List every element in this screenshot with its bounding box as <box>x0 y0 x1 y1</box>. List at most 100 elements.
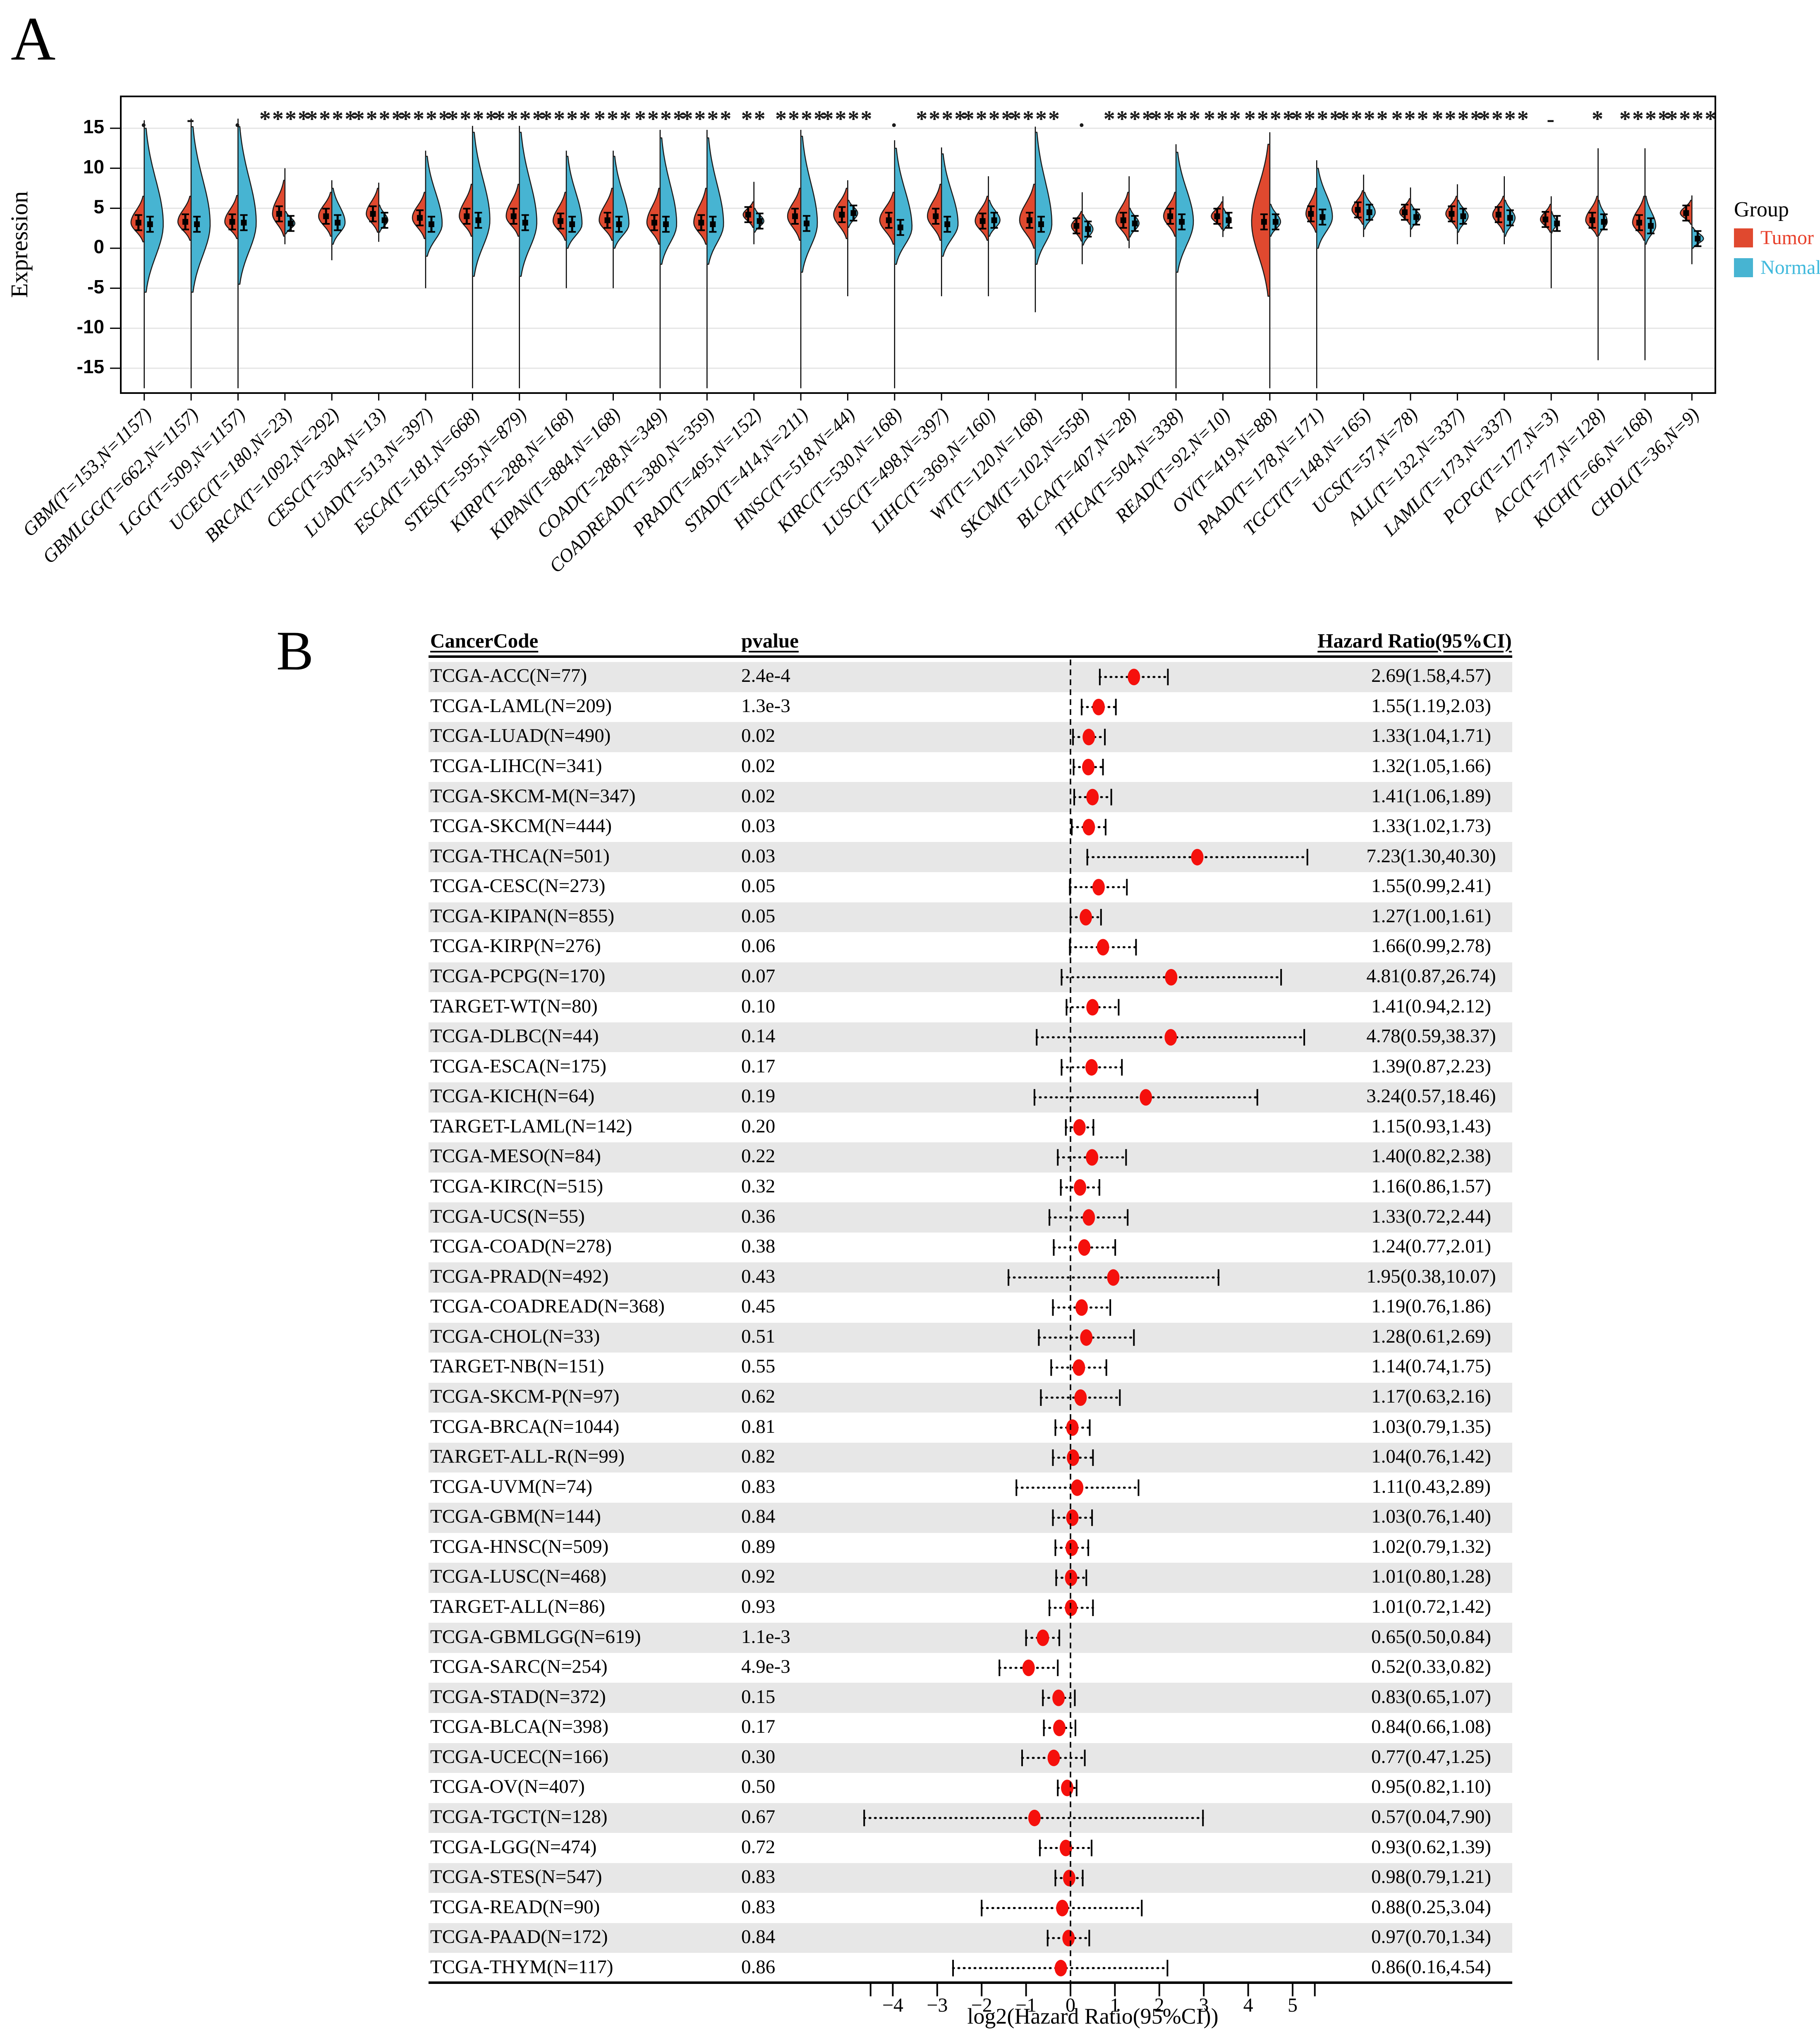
hazard-ratio-cell: 1.66(0.99,2.78) <box>1371 935 1491 957</box>
normal-violin <box>1316 168 1333 249</box>
y-tick-label: 0 <box>93 236 104 257</box>
significance-mark: **** <box>963 106 1014 132</box>
pvalue-cell: 0.14 <box>741 1025 776 1047</box>
normal-violin <box>1175 151 1194 273</box>
hazard-ratio-point <box>1074 1389 1087 1406</box>
significance-mark: **** <box>1666 106 1717 132</box>
hazard-ratio-cell: 4.81(0.87,26.74) <box>1366 965 1496 987</box>
hazard-ratio-point <box>1164 1029 1177 1046</box>
hazard-ratio-cell: 0.65(0.50,0.84) <box>1371 1626 1491 1648</box>
y-axis-title: Expression <box>6 191 33 298</box>
hazard-ratio-cell: 1.41(0.94,2.12) <box>1371 995 1491 1017</box>
significance-mark: **** <box>447 106 498 132</box>
cancer-code-cell: TCGA-PRAD(N=492) <box>430 1265 609 1287</box>
cancer-code-cell: TARGET-WT(N=80) <box>430 995 598 1017</box>
significance-mark: **** <box>1010 106 1061 132</box>
hazard-ratio-cell: 0.97(0.70,1.34) <box>1371 1926 1491 1948</box>
significance-mark: **** <box>259 106 311 132</box>
significance-mark: **** <box>1479 106 1530 132</box>
cancer-code-cell: TCGA-PCPG(N=170) <box>430 965 606 987</box>
forest-ci-bar <box>1051 1299 1111 1316</box>
pvalue-cell: 0.02 <box>741 725 776 747</box>
forest-ci-bar <box>1042 1689 1076 1706</box>
x-tick-label: −2 <box>971 1994 992 2016</box>
hazard-ratio-cell: 0.98(0.79,1.21) <box>1371 1866 1491 1888</box>
significance-mark: **** <box>1244 106 1296 132</box>
pvalue-cell: 0.50 <box>741 1776 776 1798</box>
significance-mark: . <box>1079 106 1086 132</box>
hazard-ratio-point <box>1082 729 1095 746</box>
hazard-ratio-point <box>1053 1720 1066 1736</box>
table-row-band <box>429 1382 1512 1413</box>
forest-ci-bar <box>1060 1059 1123 1076</box>
table-row-band <box>429 1503 1512 1533</box>
hazard-ratio-cell: 1.27(1.00,1.61) <box>1371 905 1491 927</box>
cancer-code-cell: TCGA-READ(N=90) <box>430 1896 600 1918</box>
forest-ci-bar <box>1051 1449 1094 1466</box>
forest-ci-bar <box>1072 729 1106 746</box>
x-tick-label: −4 <box>882 1994 903 2016</box>
hazard-ratio-cell: 1.33(1.04,1.71) <box>1371 725 1491 747</box>
legend-tumor-label: Tumor <box>1760 227 1814 249</box>
y-tick-label: -5 <box>87 276 104 297</box>
forest-ci-bar <box>1051 1509 1093 1526</box>
forest-ci-bar <box>1033 1089 1259 1106</box>
pvalue-cell: 0.20 <box>741 1115 776 1137</box>
significance-mark: **** <box>494 106 545 132</box>
x-tick-label: −3 <box>927 1994 948 2016</box>
hazard-ratio-cell: 1.39(0.87,2.23) <box>1371 1055 1491 1077</box>
cancer-code-cell: TCGA-BLCA(N=398) <box>430 1716 609 1738</box>
y-tick-label: -15 <box>77 356 104 377</box>
hazard-ratio-point <box>1086 1149 1099 1166</box>
pvalue-cell: 0.15 <box>741 1686 776 1708</box>
hazard-ratio-point <box>1078 1239 1091 1256</box>
hazard-ratio-cell: 0.52(0.33,0.82) <box>1371 1656 1491 1678</box>
significance-mark: * <box>1592 106 1604 132</box>
hazard-ratio-point <box>1082 758 1095 775</box>
forest-ci-bar <box>1015 1479 1140 1496</box>
hazard-ratio-cell: 0.86(0.16,4.54) <box>1371 1956 1491 1978</box>
cancer-code-cell: TCGA-COADREAD(N=368) <box>430 1295 665 1317</box>
table-row-band <box>429 842 1512 872</box>
hazard-ratio-cell: 1.55(1.19,2.03) <box>1371 695 1491 717</box>
hazard-ratio-point <box>1052 1689 1065 1706</box>
pvalue-cell: 0.72 <box>741 1836 776 1858</box>
forest-ci-bar <box>1055 1569 1087 1586</box>
forest-ci-bar <box>1039 1389 1121 1406</box>
hazard-ratio-point <box>1107 1269 1120 1286</box>
significance-mark: - <box>1547 106 1556 132</box>
hazard-ratio-point <box>1066 1509 1079 1526</box>
pvalue-cell: 0.07 <box>741 965 776 987</box>
bottom-rule <box>429 1981 1512 1984</box>
normal-violin <box>941 153 959 257</box>
forest-ci-bar <box>980 1899 1143 1916</box>
cancer-code-cell: TARGET-LAML(N=142) <box>430 1115 632 1137</box>
hazard-ratio-cell: 2.69(1.58,4.57) <box>1371 665 1491 687</box>
cancer-code-cell: TCGA-STES(N=547) <box>430 1866 602 1888</box>
significance-mark: . <box>891 106 898 132</box>
cancer-code-cell: TCGA-LIHC(N=341) <box>430 755 602 777</box>
hazard-ratio-cell: 1.01(0.80,1.28) <box>1371 1566 1491 1588</box>
cancer-code-cell: TCGA-UCEC(N=166) <box>430 1746 609 1768</box>
cancer-code-cell: TCGA-MESO(N=84) <box>430 1145 601 1167</box>
forest-ci-bar <box>1043 1720 1077 1736</box>
legend-normal-label: Normal <box>1760 257 1820 278</box>
forest-ci-bar <box>1054 1419 1091 1436</box>
cancer-code-cell: TCGA-SARC(N=254) <box>430 1656 608 1678</box>
y-tick-label: 10 <box>83 156 104 177</box>
table-row-band <box>429 1923 1512 1953</box>
pvalue-cell: 0.83 <box>741 1866 776 1888</box>
table-row-band <box>429 1322 1512 1353</box>
pvalue-cell: 0.84 <box>741 1926 776 1948</box>
tumor-violin <box>1019 184 1036 249</box>
hazard-ratio-cell: 0.57(0.04,7.90) <box>1371 1806 1491 1828</box>
cancer-code-cell: TCGA-ACC(N=77) <box>430 665 587 687</box>
hazard-ratio-point <box>1086 789 1099 806</box>
forest-ci-bar <box>1086 849 1309 866</box>
hazard-ratio-point <box>1086 999 1099 1016</box>
column-header-pvalue: pvalue <box>741 629 799 652</box>
forest-ci-bar <box>998 1660 1059 1676</box>
pvalue-cell: 0.45 <box>741 1295 776 1317</box>
pvalue-cell: 0.82 <box>741 1446 776 1468</box>
